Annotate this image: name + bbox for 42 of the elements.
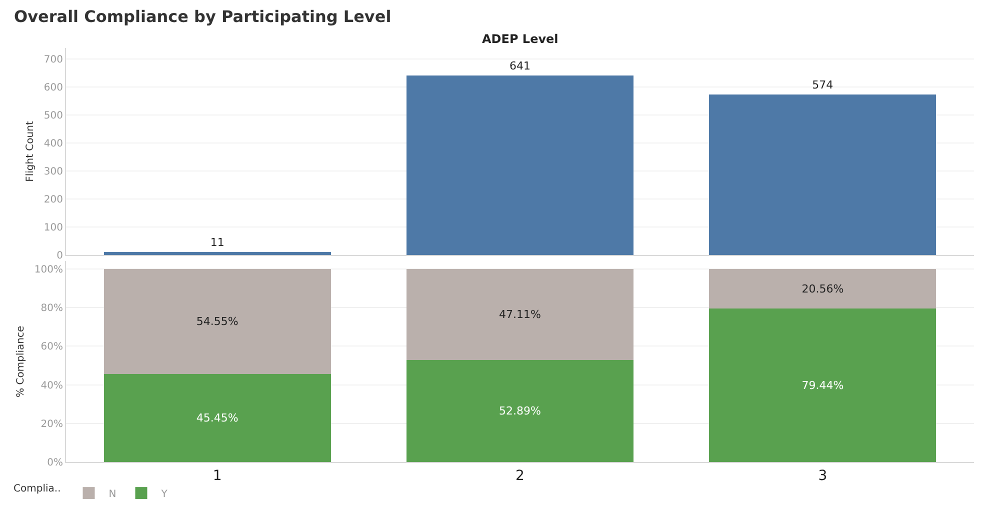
y-tick-label: 0 <box>56 250 63 262</box>
x-axis-title: ADEP Level <box>482 32 558 46</box>
x-tick-label: 2 <box>516 468 524 484</box>
data-label: 47.11% <box>499 308 541 321</box>
legend-label: N <box>108 488 116 500</box>
bar <box>709 308 936 462</box>
y-tick-label: 100 <box>44 222 63 234</box>
data-label: 641 <box>510 60 530 73</box>
data-label: 79.44% <box>802 378 844 392</box>
data-label: 574 <box>812 78 834 92</box>
data-label: 52.89% <box>499 404 541 418</box>
y-axis-title: Flight Count <box>24 121 36 182</box>
y-tick-label: 500 <box>44 110 63 122</box>
x-tick-label: 1 <box>212 468 222 484</box>
data-label: 20.56% <box>802 282 844 296</box>
bar <box>406 76 634 255</box>
y-tick-label: 0% <box>47 458 63 468</box>
y-tick-label: 20% <box>40 418 63 430</box>
bar <box>709 94 936 255</box>
bar <box>406 268 634 360</box>
data-label: 54.55% <box>196 315 238 328</box>
legend-title: Complia.. <box>14 484 61 495</box>
legend-label: Y <box>160 488 168 500</box>
chart-title: Overall Compliance by Participating Level <box>14 7 392 26</box>
x-tick-label: 3 <box>818 468 828 484</box>
y-tick-label: 300 <box>44 166 63 178</box>
y-tick-label: 600 <box>44 82 63 94</box>
y-tick-label: 100% <box>34 264 63 276</box>
bar <box>104 268 331 374</box>
data-label: 45.45% <box>196 412 238 425</box>
y-tick-label: 200 <box>44 194 63 206</box>
y-tick-label: 60% <box>40 342 63 353</box>
bar <box>709 268 936 309</box>
bar <box>104 374 331 462</box>
bar <box>406 360 634 462</box>
y-tick-label: 400 <box>44 138 63 150</box>
bar <box>104 252 331 255</box>
y-axis-title: % Compliance <box>15 326 26 398</box>
data-label: 11 <box>210 236 224 249</box>
y-tick-label: 700 <box>44 54 63 66</box>
y-tick-label: 80% <box>40 303 63 314</box>
y-tick-label: 40% <box>40 380 63 392</box>
